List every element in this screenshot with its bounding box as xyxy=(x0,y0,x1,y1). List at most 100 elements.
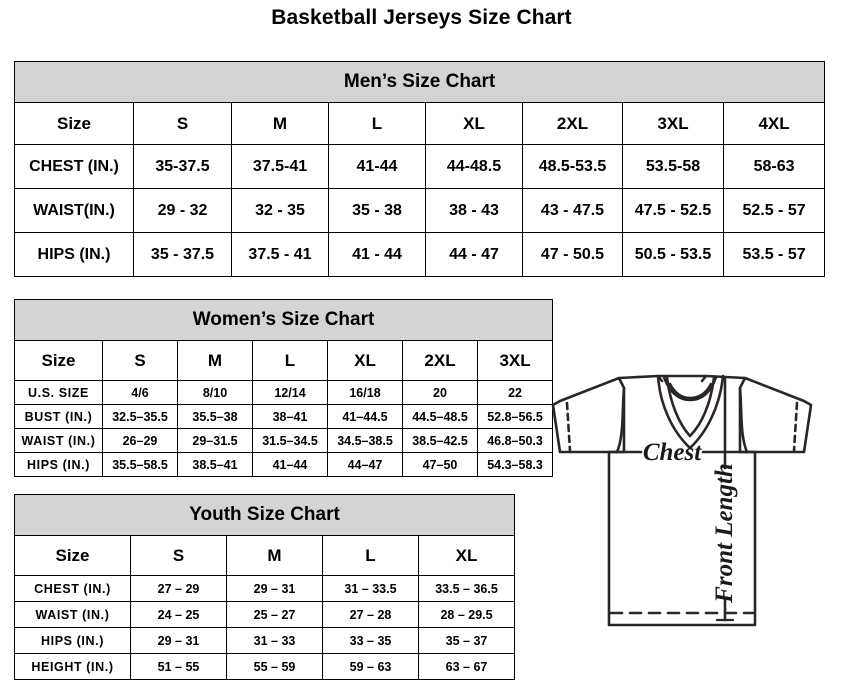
womens-bust-xl: 41–44.5 xyxy=(327,404,403,429)
youth-hips-m: 31 – 33 xyxy=(226,627,323,654)
mens-header-xl: XL xyxy=(425,102,523,145)
mens-row-label-chest: CHEST (IN.) xyxy=(14,144,134,189)
womens-bust-l: 38–41 xyxy=(252,404,328,429)
youth-header-xl: XL xyxy=(417,535,516,576)
right-armhole-curve xyxy=(738,386,749,454)
mens-size-chart-table: Men’s Size Chart Size S M L XL 2XL 3XL 4… xyxy=(13,61,826,277)
mens-header-4xl: 4XL xyxy=(722,102,826,145)
table-row: HIPS (IN.) 29 – 31 31 – 33 33 – 35 35 – … xyxy=(14,627,516,654)
womens-bust-2xl: 44.5–48.5 xyxy=(402,404,478,429)
table-row: WAIST (IN.) 24 – 25 25 – 27 27 – 28 28 –… xyxy=(14,601,516,628)
mens-header-2xl: 2XL xyxy=(522,102,623,145)
jersey-outline-group xyxy=(551,374,813,627)
youth-height-m: 55 – 59 xyxy=(226,653,323,680)
womens-ussize-xl: 16/18 xyxy=(327,380,403,405)
table-row: WAIST(IN.) 29 - 32 32 - 35 35 - 38 38 - … xyxy=(14,188,826,233)
youth-height-l: 59 – 63 xyxy=(322,653,419,680)
chest-label: Chest xyxy=(643,439,702,466)
womens-banner: Women’s Size Chart xyxy=(13,299,554,341)
page-title: Basketball Jerseys Size Chart xyxy=(271,6,572,29)
womens-header-size: Size xyxy=(14,340,103,381)
youth-chest-s: 27 – 29 xyxy=(130,575,227,602)
youth-hips-xl: 35 – 37 xyxy=(417,627,516,654)
table-row: BUST (IN.) 32.5–35.5 35.5–38 38–41 41–44… xyxy=(14,404,554,429)
mens-chest-2xl: 48.5-53.5 xyxy=(522,144,623,189)
collar-outer-v xyxy=(656,374,725,450)
mens-hips-3xl: 50.5 - 53.5 xyxy=(622,232,724,277)
mens-chest-xl: 44-48.5 xyxy=(425,144,523,189)
youth-waist-m: 25 – 27 xyxy=(226,601,323,628)
collar-band-arc-inner xyxy=(668,382,713,400)
youth-size-chart-table: Youth Size Chart Size S M L XL CHEST (IN… xyxy=(13,494,516,680)
table-row: WAIST (IN.) 26–29 29–31.5 31.5–34.5 34.5… xyxy=(14,428,554,453)
table-row: CHEST (IN.) 27 – 29 29 – 31 31 – 33.5 33… xyxy=(14,575,516,602)
mens-waist-4xl: 52.5 - 57 xyxy=(722,188,826,233)
womens-hips-3xl: 54.3–58.3 xyxy=(476,452,554,477)
table-row: HIPS (IN.) 35.5–58.5 38.5–41 41–44 44–47… xyxy=(14,452,554,477)
mens-waist-m: 32 - 35 xyxy=(231,188,329,233)
womens-banner-row: Women’s Size Chart xyxy=(13,299,554,341)
mens-row-label-waist: WAIST(IN.) xyxy=(14,188,134,233)
table-row: HEIGHT (IN.) 51 – 55 55 – 59 59 – 63 63 … xyxy=(14,653,516,680)
womens-ussize-l: 12/14 xyxy=(252,380,328,405)
mens-banner: Men’s Size Chart xyxy=(13,61,826,103)
mens-chest-l: 41-44 xyxy=(328,144,426,189)
table-row: HIPS (IN.) 35 - 37.5 37.5 - 41 41 - 44 4… xyxy=(14,232,826,277)
womens-header-3xl: 3XL xyxy=(476,340,554,381)
youth-header-size: Size xyxy=(14,535,131,576)
mens-hips-4xl: 53.5 - 57 xyxy=(722,232,826,277)
womens-ussize-m: 8/10 xyxy=(177,380,253,405)
mens-waist-2xl: 43 - 47.5 xyxy=(522,188,623,233)
mens-hips-2xl: 47 - 50.5 xyxy=(522,232,623,277)
youth-banner-row: Youth Size Chart xyxy=(13,494,516,536)
youth-header-s: S xyxy=(130,535,227,576)
collar-band-arc-outer xyxy=(662,375,718,402)
youth-chest-m: 29 – 31 xyxy=(226,575,323,602)
mens-chest-m: 37.5-41 xyxy=(231,144,329,189)
youth-row-label-height: HEIGHT (IN.) xyxy=(14,653,131,680)
youth-row-label-waist: WAIST (IN.) xyxy=(14,601,131,628)
mens-header-m: M xyxy=(231,102,329,145)
left-armhole-curve xyxy=(615,386,626,454)
youth-row-label-hips: HIPS (IN.) xyxy=(14,627,131,654)
womens-waist-xl: 34.5–38.5 xyxy=(327,428,403,453)
youth-height-xl: 63 – 67 xyxy=(417,653,516,680)
mens-waist-s: 29 - 32 xyxy=(133,188,232,233)
mens-header-3xl: 3XL xyxy=(622,102,724,145)
womens-waist-s: 26–29 xyxy=(102,428,178,453)
mens-hips-s: 35 - 37.5 xyxy=(133,232,232,277)
right-cuff-stitch-dashes xyxy=(792,401,799,453)
mens-waist-xl: 38 - 43 xyxy=(425,188,523,233)
mens-waist-l: 35 - 38 xyxy=(328,188,426,233)
youth-banner: Youth Size Chart xyxy=(13,494,516,536)
youth-header-m: M xyxy=(226,535,323,576)
womens-waist-2xl: 38.5–42.5 xyxy=(402,428,478,453)
womens-row-label-hips: HIPS (IN.) xyxy=(14,452,103,477)
youth-row-label-chest: CHEST (IN.) xyxy=(14,575,131,602)
table-row: U.S. SIZE 4/6 8/10 12/14 16/18 20 22 xyxy=(14,380,554,405)
mens-hips-xl: 44 - 47 xyxy=(425,232,523,277)
womens-header-s: S xyxy=(102,340,178,381)
womens-bust-s: 32.5–35.5 xyxy=(102,404,178,429)
mens-header-l: L xyxy=(328,102,426,145)
mens-chest-4xl: 58-63 xyxy=(722,144,826,189)
left-sleeve-shape xyxy=(551,376,626,454)
collar-inner-v xyxy=(665,375,716,438)
womens-row-label-bust: BUST (IN.) xyxy=(14,404,103,429)
left-shoulder-line xyxy=(617,374,664,383)
womens-row-label-us-size: U.S. SIZE xyxy=(14,380,103,405)
mens-chest-3xl: 53.5-58 xyxy=(622,144,724,189)
womens-header-l: L xyxy=(252,340,328,381)
womens-ussize-s: 4/6 xyxy=(102,380,178,405)
mens-row-label-hips: HIPS (IN.) xyxy=(14,232,134,277)
womens-header-row: Size S M L XL 2XL 3XL xyxy=(14,340,554,381)
womens-waist-m: 29–31.5 xyxy=(177,428,253,453)
womens-header-xl: XL xyxy=(327,340,403,381)
mens-hips-l: 41 - 44 xyxy=(328,232,426,277)
womens-row-label-waist: WAIST (IN.) xyxy=(14,428,103,453)
mens-header-row: Size S M L XL 2XL 3XL 4XL xyxy=(14,102,826,145)
youth-waist-l: 27 – 28 xyxy=(322,601,419,628)
womens-bust-m: 35.5–38 xyxy=(177,404,253,429)
womens-hips-s: 35.5–58.5 xyxy=(102,452,178,477)
womens-hips-xl: 44–47 xyxy=(327,452,403,477)
